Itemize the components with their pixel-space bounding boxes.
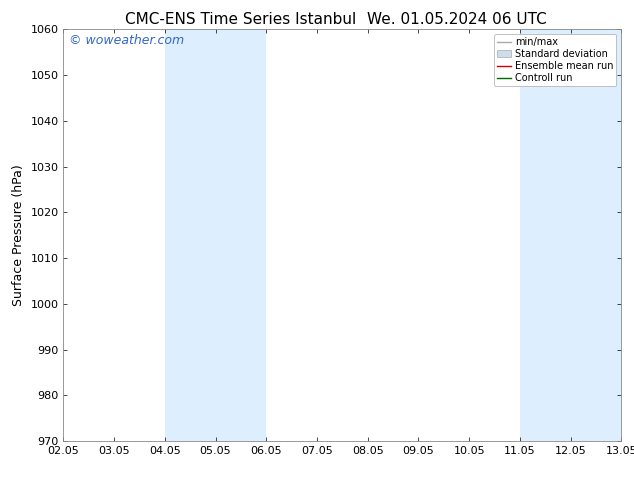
Text: We. 01.05.2024 06 UTC: We. 01.05.2024 06 UTC xyxy=(366,12,547,27)
Text: © woweather.com: © woweather.com xyxy=(69,33,184,47)
Y-axis label: Surface Pressure (hPa): Surface Pressure (hPa) xyxy=(12,164,25,306)
Bar xyxy=(520,29,621,441)
Legend: min/max, Standard deviation, Ensemble mean run, Controll run: min/max, Standard deviation, Ensemble me… xyxy=(494,34,616,86)
Bar xyxy=(165,29,266,441)
Text: CMC-ENS Time Series Istanbul: CMC-ENS Time Series Istanbul xyxy=(126,12,356,27)
